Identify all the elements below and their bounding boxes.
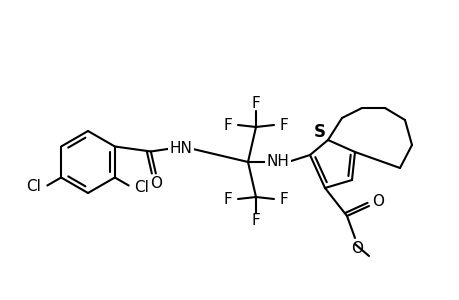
Text: F: F [279, 118, 288, 133]
Text: F: F [279, 191, 288, 206]
Text: NH: NH [266, 154, 289, 169]
Text: Cl: Cl [26, 179, 41, 194]
Text: F: F [251, 95, 260, 110]
Text: O: O [150, 176, 162, 191]
Text: Cl: Cl [134, 180, 149, 195]
Text: F: F [223, 191, 232, 206]
Text: O: O [350, 242, 362, 256]
Text: F: F [251, 214, 260, 229]
Text: S: S [313, 123, 325, 141]
Text: HN: HN [169, 141, 192, 156]
Text: O: O [371, 194, 383, 208]
Text: F: F [223, 118, 232, 133]
